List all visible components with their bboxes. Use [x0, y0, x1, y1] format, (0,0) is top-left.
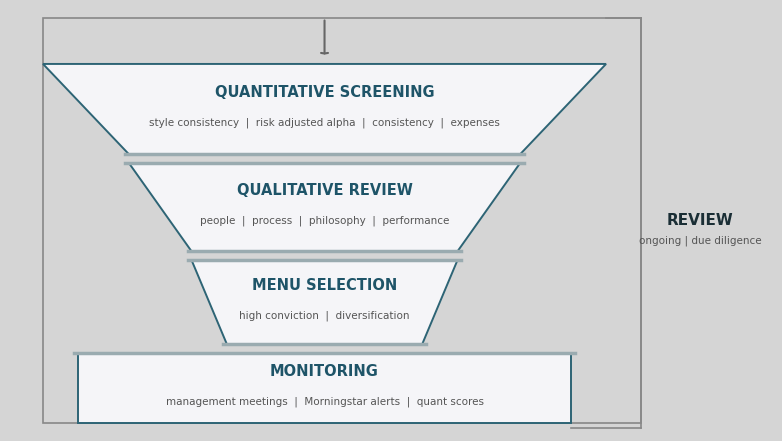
Text: QUALITATIVE REVIEW: QUALITATIVE REVIEW	[237, 183, 412, 198]
Text: management meetings  |  Morningstar alerts  |  quant scores: management meetings | Morningstar alerts…	[166, 396, 483, 407]
Text: style consistency  |  risk adjusted alpha  |  consistency  |  expenses: style consistency | risk adjusted alpha …	[149, 117, 500, 127]
Text: MONITORING: MONITORING	[270, 364, 379, 379]
Text: QUANTITATIVE SCREENING: QUANTITATIVE SCREENING	[215, 85, 434, 100]
Text: people  |  process  |  philosophy  |  performance: people | process | philosophy | performa…	[200, 215, 449, 226]
Polygon shape	[129, 163, 520, 251]
Text: ongoing | due diligence: ongoing | due diligence	[639, 236, 761, 247]
Text: REVIEW: REVIEW	[666, 213, 734, 228]
Polygon shape	[43, 64, 606, 154]
Polygon shape	[192, 260, 457, 344]
Polygon shape	[78, 353, 571, 423]
Text: MENU SELECTION: MENU SELECTION	[252, 278, 397, 293]
Text: high conviction  |  diversification: high conviction | diversification	[239, 310, 410, 321]
